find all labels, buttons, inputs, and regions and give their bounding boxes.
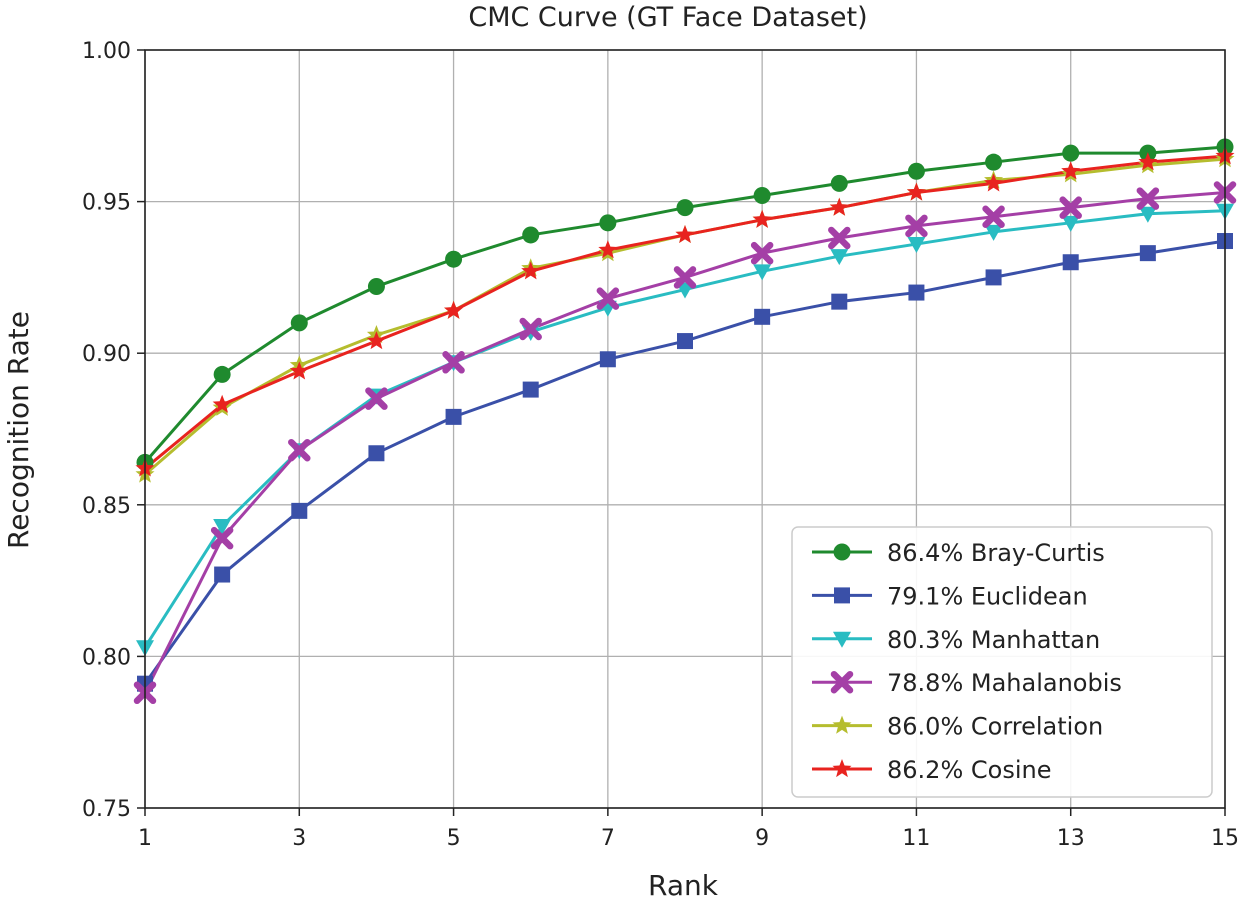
data-point-series-0 xyxy=(676,199,694,217)
data-point-series-0 xyxy=(445,250,463,268)
data-point-series-1 xyxy=(368,445,385,462)
legend-marker xyxy=(830,670,854,694)
legend-box xyxy=(791,526,1213,798)
data-point-series-5 xyxy=(1138,152,1158,171)
data-point-series-5 xyxy=(366,331,386,350)
legend-marker xyxy=(833,543,851,561)
x-tick-label: 7 xyxy=(601,826,615,851)
y-tick-label: 0.85 xyxy=(82,494,131,519)
legend: 86.4% Bray-Curtis 79.1% Euclidean 80.3% Ma… xyxy=(791,526,1213,798)
data-point-series-0 xyxy=(599,214,617,232)
data-point-series-0 xyxy=(753,187,771,205)
data-point-series-1 xyxy=(522,381,539,398)
data-point-series-5 xyxy=(289,361,309,380)
data-point-series-5 xyxy=(906,182,926,201)
data-point-series-1 xyxy=(214,566,231,583)
data-point-series-0 xyxy=(985,153,1003,171)
data-point-series-3 xyxy=(596,287,620,310)
y-tick-label: 0.75 xyxy=(82,797,131,822)
data-point-series-5 xyxy=(752,209,772,228)
data-point-series-1 xyxy=(599,351,616,368)
data-point-series-2 xyxy=(907,237,926,254)
data-point-series-1 xyxy=(1139,245,1156,262)
data-point-series-5 xyxy=(444,300,464,319)
data-point-series-5 xyxy=(829,197,849,216)
data-point-series-3 xyxy=(519,317,542,341)
data-point-series-3 xyxy=(365,387,388,410)
data-point-series-1 xyxy=(831,293,848,310)
data-point-series-3 xyxy=(1059,196,1082,219)
legend-label: 79.1% Euclidean xyxy=(887,582,1088,610)
y-tick-label: 0.95 xyxy=(82,191,131,216)
x-tick-label: 1 xyxy=(138,826,152,851)
data-point-series-2 xyxy=(1138,206,1157,223)
data-point-series-5 xyxy=(1061,161,1081,180)
data-point-series-2 xyxy=(830,249,849,266)
data-point-series-3 xyxy=(673,266,697,289)
y-tick-label: 0.80 xyxy=(82,645,131,670)
x-tick-label: 5 xyxy=(447,826,461,851)
data-point-series-3 xyxy=(1136,187,1160,210)
data-point-series-5 xyxy=(598,240,618,259)
data-point-series-5 xyxy=(675,224,695,244)
x-axis-label: Rank xyxy=(648,869,719,902)
y-tick-label: 1.00 xyxy=(82,39,131,64)
plot-frame xyxy=(144,49,1226,809)
legend-marker xyxy=(832,715,852,734)
data-point-series-1 xyxy=(754,308,771,325)
data-point-series-0 xyxy=(1062,144,1080,162)
legend-label: 80.3% Manhattan xyxy=(887,626,1100,654)
data-point-series-0 xyxy=(290,314,308,332)
legend-marker xyxy=(832,759,852,778)
x-tick-label: 11 xyxy=(902,826,930,851)
legend-label: 86.0% Correlation xyxy=(887,713,1103,741)
legend-label: 78.8% Mahalanobis xyxy=(887,669,1122,697)
x-tick-label: 9 xyxy=(755,826,769,851)
data-point-series-3 xyxy=(750,241,774,265)
legend-label: 86.2% Cosine xyxy=(887,756,1051,784)
x-tick-label: 15 xyxy=(1211,826,1239,851)
data-point-series-1 xyxy=(291,502,308,519)
legend-marker xyxy=(833,631,851,648)
data-point-series-0 xyxy=(522,226,540,244)
y-tick-label: 0.90 xyxy=(82,342,131,367)
data-point-series-2 xyxy=(984,224,1003,241)
data-point-series-2 xyxy=(1061,215,1080,232)
legend-marker xyxy=(834,587,850,604)
data-point-series-3 xyxy=(828,226,851,250)
data-point-series-1 xyxy=(1062,254,1079,271)
data-point-series-0 xyxy=(830,174,848,192)
data-point-series-3 xyxy=(442,351,465,374)
data-point-series-2 xyxy=(676,282,694,299)
data-point-series-1 xyxy=(677,333,693,350)
x-tick-label: 13 xyxy=(1057,826,1085,851)
data-point-series-0 xyxy=(907,162,925,180)
x-tick-label: 3 xyxy=(292,826,306,851)
x-axis-ticks: 1 3 5 7 9 11 13 15 xyxy=(138,808,1239,851)
data-point-series-5 xyxy=(212,394,232,413)
data-point-series-2 xyxy=(753,264,772,281)
data-point-series-5 xyxy=(521,261,541,280)
data-point-series-3 xyxy=(905,214,928,238)
data-point-series-5 xyxy=(984,173,1004,192)
y-axis-label: Recognition Rate xyxy=(2,311,35,549)
chart-title: CMC Curve (GT Face Dataset) xyxy=(468,2,867,33)
data-point-series-3 xyxy=(982,205,1005,229)
data-point-series-1 xyxy=(908,284,925,301)
data-point-series-1 xyxy=(445,408,462,425)
legend-label: 86.4% Bray-Curtis xyxy=(887,539,1105,567)
data-point-series-3 xyxy=(210,526,234,550)
data-point-series-0 xyxy=(213,365,231,383)
data-point-series-1 xyxy=(985,269,1002,286)
data-point-series-0 xyxy=(367,277,385,295)
data-point-series-3 xyxy=(288,438,311,462)
data-point-series-2 xyxy=(213,519,232,536)
y-axis-ticks: 0.75 0.80 0.85 0.90 0.95 1.00 xyxy=(82,39,145,822)
